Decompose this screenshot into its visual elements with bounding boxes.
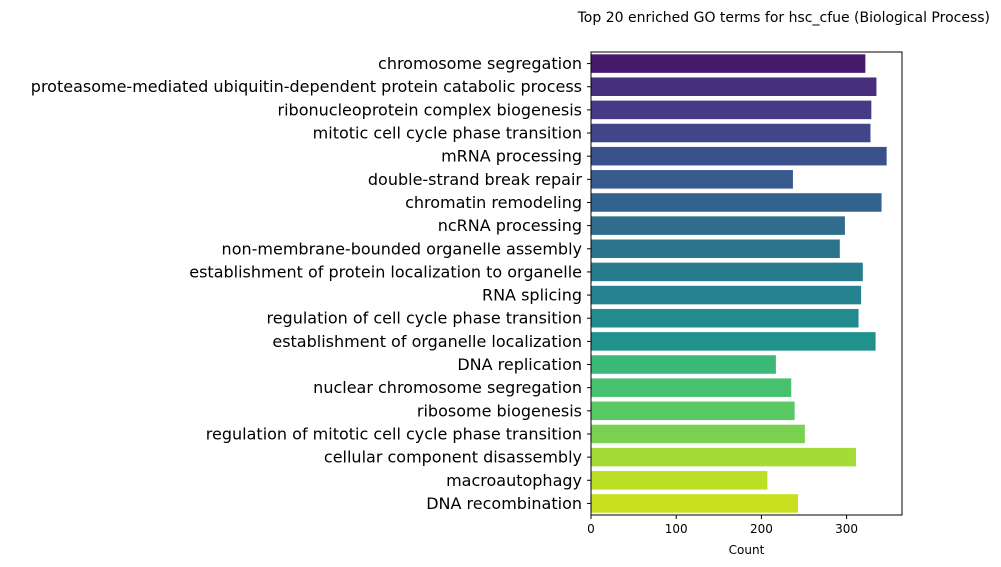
category-label: DNA recombination bbox=[426, 494, 582, 513]
bar bbox=[591, 401, 795, 421]
bar bbox=[591, 308, 859, 328]
bar bbox=[591, 54, 866, 73]
category-label: cellular component disassembly bbox=[324, 448, 582, 467]
category-label: double-strand break repair bbox=[368, 170, 583, 189]
x-axis-ticks: 0 100 200 300 bbox=[587, 515, 858, 536]
x-tick-label: 0 bbox=[587, 522, 595, 536]
bar bbox=[591, 146, 887, 166]
category-label: mitotic cell cycle phase transition bbox=[313, 124, 582, 143]
x-tick-label: 300 bbox=[835, 522, 858, 536]
bar bbox=[591, 216, 845, 235]
bar bbox=[591, 285, 862, 305]
bar bbox=[591, 378, 792, 397]
category-label: nuclear chromosome segregation bbox=[313, 378, 582, 397]
bar bbox=[591, 494, 799, 513]
category-label: ribonucleoprotein complex biogenesis bbox=[278, 100, 582, 119]
category-label: establishment of organelle localization bbox=[272, 332, 582, 351]
category-label: DNA replication bbox=[457, 355, 582, 374]
bar bbox=[591, 447, 856, 467]
bar bbox=[591, 332, 876, 351]
bars-group bbox=[591, 54, 887, 513]
bar bbox=[591, 123, 871, 143]
plot-frame bbox=[590, 51, 903, 516]
bar bbox=[591, 355, 776, 374]
category-label: RNA splicing bbox=[482, 286, 582, 305]
category-label: chromosome segregation bbox=[378, 54, 582, 73]
bar bbox=[591, 193, 882, 212]
bar bbox=[591, 262, 863, 282]
x-tick-label: 200 bbox=[750, 522, 773, 536]
category-label: mRNA processing bbox=[441, 147, 582, 166]
category-label: regulation of cell cycle phase transitio… bbox=[266, 309, 582, 328]
x-axis-label: Count bbox=[729, 543, 765, 557]
category-label: ncRNA processing bbox=[438, 216, 582, 235]
bar bbox=[591, 471, 768, 490]
bar bbox=[591, 424, 805, 444]
bar bbox=[591, 77, 877, 96]
category-label: proteasome-mediated ubiquitin-dependent … bbox=[31, 77, 582, 96]
category-label: non-membrane-bounded organelle assembly bbox=[222, 239, 582, 258]
category-labels: chromosome segregation proteasome-mediate… bbox=[31, 54, 591, 513]
category-label: chromatin remodeling bbox=[405, 193, 582, 212]
bar bbox=[591, 100, 872, 120]
category-label: establishment of protein localization to… bbox=[189, 262, 582, 281]
category-label: regulation of mitotic cell cycle phase t… bbox=[206, 424, 582, 443]
category-label: ribosome biogenesis bbox=[417, 401, 582, 420]
chart-title: Top 20 enriched GO terms for hsc_cfue (B… bbox=[577, 10, 990, 26]
x-tick-label: 100 bbox=[665, 522, 688, 536]
bar bbox=[591, 170, 793, 189]
category-label: macroautophagy bbox=[446, 471, 582, 490]
bar bbox=[591, 239, 840, 259]
